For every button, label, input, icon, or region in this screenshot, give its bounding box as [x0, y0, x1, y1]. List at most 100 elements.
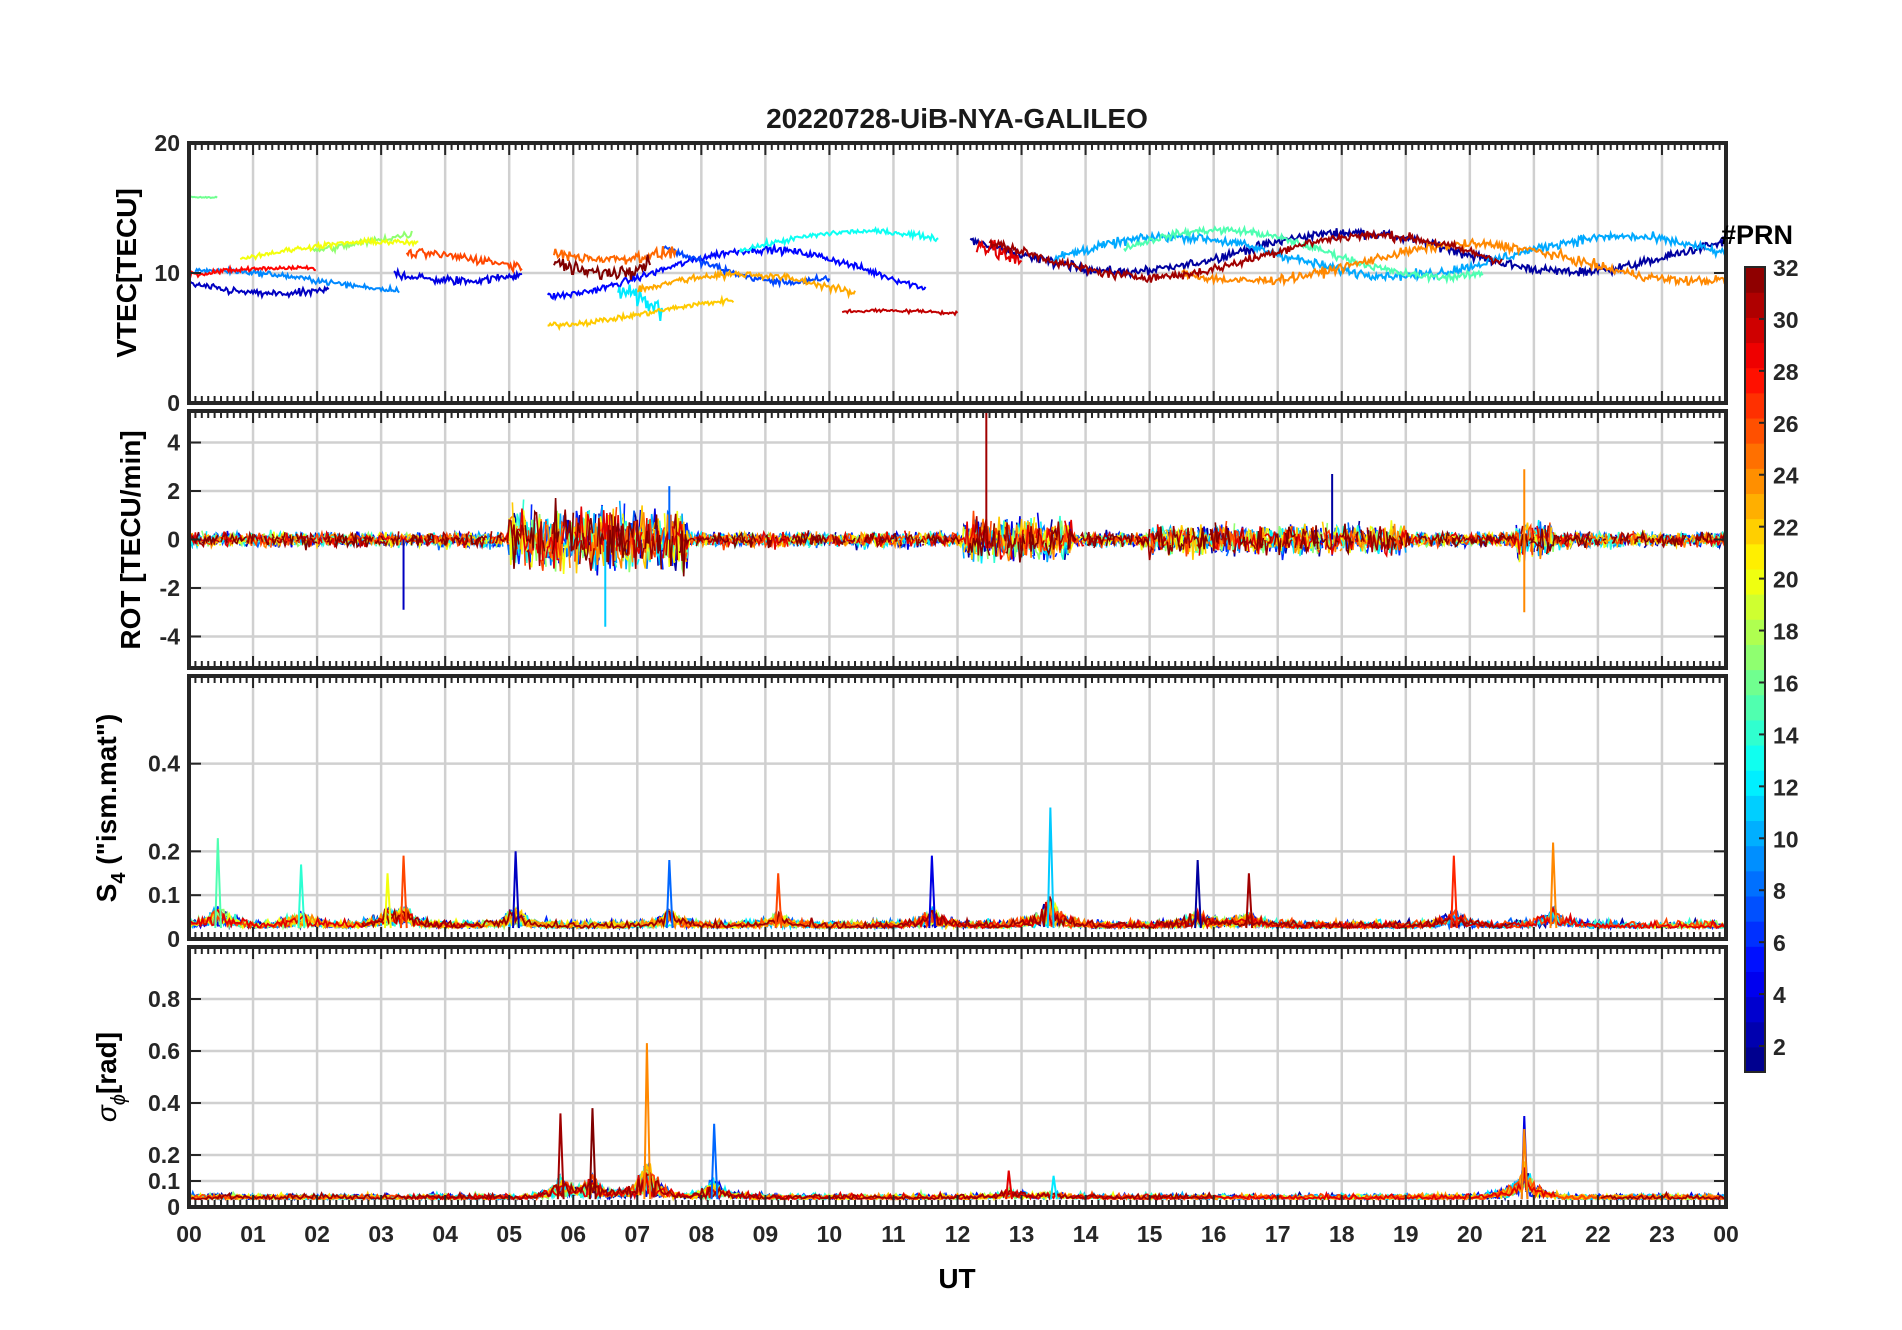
colorbar-tick-label: 8: [1773, 878, 1786, 904]
y-label-vtec: VTEC[TECU]: [111, 188, 142, 358]
colorbar-segment: [1745, 770, 1765, 796]
x-tick-label: 07: [624, 1221, 650, 1247]
x-axis-label: UT: [938, 1263, 975, 1294]
y-tick-label: 0.1: [148, 882, 180, 908]
peak-prn-24: [643, 1043, 652, 1200]
y-label-s4: S4 ("ism.mat"): [91, 714, 130, 903]
panel-rot: -4 -2 0 2 4: [160, 409, 1728, 670]
x-tick-label: 05: [496, 1221, 522, 1247]
colorbar-segment: [1745, 518, 1765, 545]
series-group: [189, 195, 1726, 332]
y-tick-label: 0: [167, 926, 180, 952]
colorbar-segment: [1745, 820, 1765, 847]
colorbar-segment: [1745, 392, 1765, 419]
x-tick-label: 08: [689, 1221, 715, 1247]
peak-prn-31: [1245, 873, 1254, 929]
y-tick-label: 0.8: [148, 986, 180, 1012]
x-tick-label: 15: [1137, 1221, 1163, 1247]
colorbar-segment: [1745, 468, 1765, 495]
colorbar-segment: [1745, 292, 1765, 318]
colorbar-segment: [1745, 669, 1765, 696]
colorbar-segment: [1745, 619, 1765, 645]
colorbar-segment: [1745, 568, 1765, 595]
series-line-prn-32: [191, 497, 1726, 577]
colorbar-segment: [1745, 417, 1765, 444]
series-line-prn-26: [405, 247, 523, 275]
colorbar-segment: [1745, 895, 1765, 922]
s4-label-main: S: [91, 884, 122, 903]
x-tick-label: 22: [1585, 1221, 1611, 1247]
peak-prn-27: [1450, 855, 1459, 929]
colorbar-segment: [1745, 493, 1765, 520]
x-tick-label: 10: [817, 1221, 843, 1247]
colorbar-tick-label: 26: [1773, 411, 1799, 437]
x-tick-label: 14: [1073, 1221, 1099, 1247]
colorbar-segment: [1745, 795, 1765, 822]
x-tick-label: 21: [1521, 1221, 1547, 1247]
series-line-prn-30: [841, 307, 959, 317]
x-tick-label: 18: [1329, 1221, 1355, 1247]
s4-label-sub: 4: [108, 872, 130, 884]
x-tick-label: 16: [1201, 1221, 1227, 1247]
x-tick-label: 09: [753, 1221, 779, 1247]
x-tick-label: 06: [560, 1221, 586, 1247]
peak-prn-32: [588, 1108, 597, 1200]
peak-prn-8: [710, 1123, 719, 1200]
panel-s4: 0 0.1 0.2 0.4: [148, 674, 1728, 952]
y-axis-label-s4: S4 ("ism.mat"): [91, 714, 130, 903]
series-line-prn-5: [546, 242, 927, 302]
colorbar-segment: [1745, 1021, 1765, 1048]
y-tick-label: 0.1: [148, 1168, 180, 1194]
peak-prn-26: [774, 873, 783, 929]
series-line-prn-15: [1123, 224, 1484, 285]
colorbar-tick-label: 12: [1773, 774, 1799, 800]
peak-prn-12: [1050, 1175, 1058, 1200]
y-label-rot: ROT [TECU/min]: [115, 430, 146, 649]
chart-title: 20220728-UiB-NYA-GALILEO: [766, 103, 1148, 134]
colorbar-tick-label: 20: [1773, 567, 1799, 593]
peak-prn-24: [1549, 842, 1558, 929]
series-line-prn-23: [636, 268, 856, 300]
series-line-prn-12: [617, 284, 664, 322]
peak-prn-20: [383, 873, 392, 929]
colorbar-tick-label: 10: [1773, 826, 1799, 852]
series-line-prn-4: [393, 266, 523, 287]
colorbar-segment: [1745, 594, 1765, 620]
sigma-label-main: σ: [91, 1104, 122, 1122]
series-line-prn-31: [988, 228, 1503, 284]
colorbar-tick-label: 4: [1773, 982, 1786, 1008]
x-tick-label: 12: [945, 1221, 971, 1247]
y-axis-label-vtec: VTEC[TECU]: [111, 188, 142, 358]
y-axis-label-sigma: σϕ[rad]: [91, 1032, 130, 1122]
colorbar-segment: [1745, 946, 1765, 972]
colorbar-tick-label: 2: [1773, 1034, 1786, 1060]
colorbar-tick-label: 18: [1773, 619, 1799, 645]
series-line-prn-32: [553, 254, 652, 281]
colorbar-tick-label: 32: [1773, 255, 1799, 281]
colorbar-segment: [1745, 367, 1765, 394]
s4-label-rest: ("ism.mat"): [91, 714, 122, 873]
y-tick-label: 0: [167, 527, 180, 553]
series-line-prn-25: [553, 245, 677, 265]
colorbar-segment: [1745, 1046, 1765, 1073]
colorbar-tick-label: 6: [1773, 930, 1786, 956]
panel-sigma-phi: 00.10.2 0.4 0.6 0.8: [148, 945, 1728, 1220]
peak-prn-2: [1194, 860, 1202, 929]
y-tick-label: 0: [167, 1194, 180, 1220]
x-tick-label: 01: [240, 1221, 266, 1247]
colorbar-segment: [1745, 921, 1765, 947]
peak-prn-15: [214, 838, 223, 929]
y-tick-label: 4: [167, 430, 180, 456]
peak-prn-29: [1005, 1170, 1013, 1200]
colorbar-tick-label: 22: [1773, 515, 1799, 541]
y-tick-label: 2: [167, 478, 180, 504]
colorbar-segment: [1745, 694, 1765, 721]
colorbar-frame: [1744, 266, 1766, 1073]
x-tick-label: 02: [304, 1221, 330, 1247]
x-tick-label: 17: [1265, 1221, 1291, 1247]
colorbar-segment: [1745, 644, 1765, 671]
series-line-prn-31: [361, 896, 1513, 931]
sigma-label-rest: [rad]: [91, 1032, 122, 1094]
x-axis-tick-labels: 00 01 02 03 04 05 06 07 08 09 10 11 12 13 14 15 16 17 18 19…: [176, 1221, 1739, 1247]
series-line-prn-29: [975, 239, 1023, 266]
